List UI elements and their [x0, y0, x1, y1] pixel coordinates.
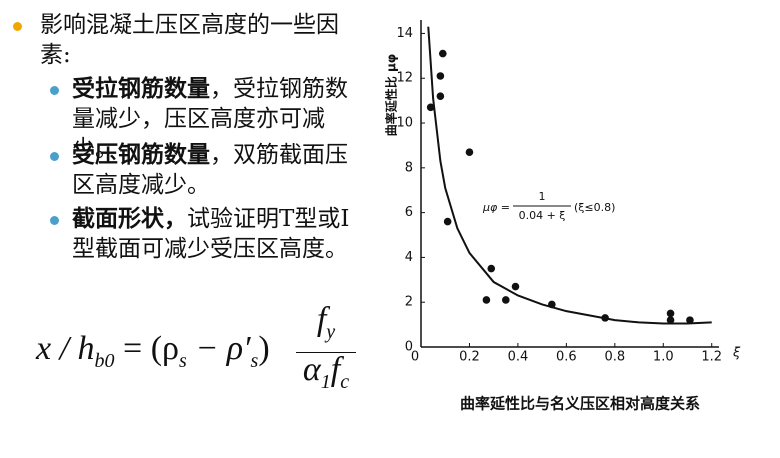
- f: s: [250, 349, 259, 372]
- annotation: (ξ≤0.8): [574, 201, 615, 214]
- x-tick-label: 0.2: [459, 350, 480, 365]
- f: f: [316, 301, 327, 338]
- bold-text: 受拉钢筋数量: [72, 75, 210, 102]
- x-tick-label: 0.4: [508, 350, 529, 365]
- point: [465, 148, 474, 156]
- bold-text: 受压钢筋数量: [72, 141, 210, 168]
- point: [487, 264, 496, 273]
- point: [501, 296, 510, 304]
- formula-num: fy: [296, 300, 356, 353]
- caption: 曲率延性比与名义压区相对高度关系: [460, 395, 700, 413]
- f: s: [179, 349, 187, 372]
- bullet-dot: [50, 86, 59, 95]
- sub-bullet: 截面形状，试验证明T型或I型截面可减少受压区高度。: [72, 204, 364, 264]
- text: ，双筋截面压区高度减少。: [72, 142, 348, 198]
- y-tick-label: 4: [405, 250, 413, 265]
- sub-bullet: 受拉钢筋数量，受拉钢筋数量减少，压区高度亦可减少。: [72, 74, 364, 164]
- bold-text: 截面形状，: [72, 205, 187, 232]
- f: y: [326, 320, 336, 343]
- main-bullet: 影响混凝土压区高度的一些因素:: [40, 12, 339, 68]
- x-axis-label: ξ: [732, 346, 741, 361]
- point: [439, 49, 447, 58]
- point: [666, 309, 675, 318]
- point: [426, 103, 435, 112]
- f: − ρ′: [186, 330, 251, 367]
- f: α: [302, 351, 321, 388]
- bullet-dot: [50, 152, 59, 161]
- annotation: 0.04 + ξ: [519, 209, 566, 222]
- formula-left: x / hb0 = (ρs − ρ′s): [36, 330, 270, 373]
- y-tick-label: 0: [405, 340, 413, 355]
- y-tick-label: 2: [405, 295, 413, 310]
- f: b0: [94, 349, 115, 372]
- f: c: [340, 370, 350, 393]
- point: [666, 316, 675, 324]
- annotation: μφ =: [482, 201, 510, 214]
- bullet-dot: [13, 22, 22, 31]
- curve: [427, 26, 712, 325]
- y-tick-label: 6: [405, 205, 413, 220]
- f: ): [258, 330, 270, 367]
- y-tick-label: 8: [405, 160, 413, 175]
- annotation: 1: [539, 190, 546, 203]
- point: [443, 217, 452, 226]
- point: [436, 92, 445, 100]
- f: 1: [320, 370, 331, 393]
- x-tick-label: 0.6: [556, 350, 577, 365]
- f: f: [330, 351, 341, 388]
- point: [436, 72, 445, 80]
- text: 试验证明T型或I型截面可减少受压区高度。: [72, 206, 350, 262]
- x-tick-label: 1.2: [701, 350, 722, 365]
- f: = (ρ: [123, 330, 180, 367]
- y-axis-label: 曲率延性比 μφ: [384, 54, 399, 136]
- y-tick-label: 12: [396, 71, 413, 86]
- y-tick-label: 10: [396, 116, 413, 131]
- point: [511, 282, 520, 291]
- x-tick-label: 0: [411, 350, 419, 365]
- text: ，受拉钢筋数量减少，压区高度亦可减少。: [72, 76, 348, 162]
- point: [686, 316, 694, 324]
- x-tick-label: 0.8: [604, 350, 625, 365]
- y-tick-label: 14: [396, 26, 413, 41]
- bullet-dot: [50, 216, 59, 225]
- sub-bullet: 受压钢筋数量，双筋截面压区高度减少。: [72, 140, 364, 200]
- formula-den: α1fc: [284, 350, 368, 402]
- x-tick-label: 1.0: [653, 350, 674, 365]
- point: [482, 296, 491, 304]
- f: x / h: [36, 330, 95, 367]
